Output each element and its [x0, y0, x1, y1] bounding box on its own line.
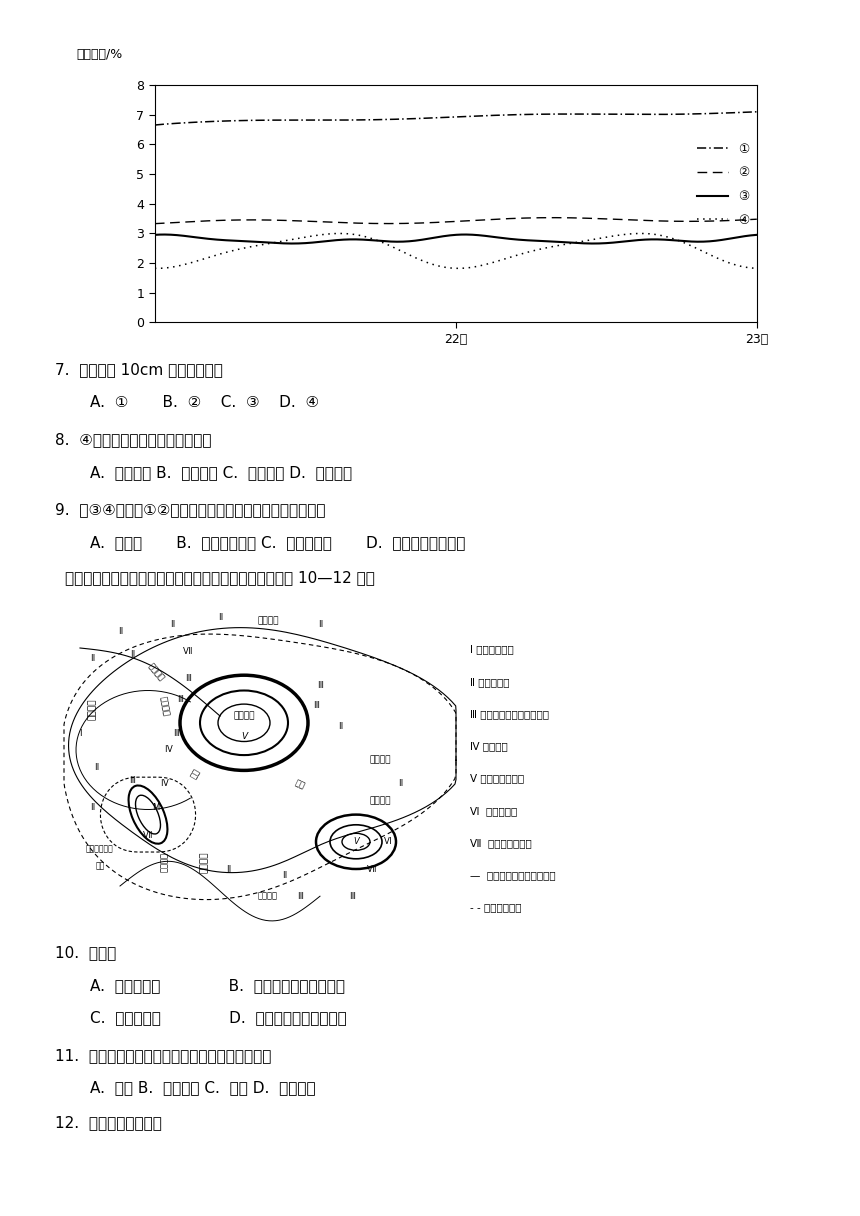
Text: 8.  ④代表的土壤湿度最大值出现在: 8. ④代表的土壤湿度最大值出现在: [55, 432, 212, 447]
Text: Ⅴ 常绿针阔混交林: Ⅴ 常绿针阔混交林: [470, 773, 524, 783]
Text: 7.  图中表示 10cm 深处土壤的是: 7. 图中表示 10cm 深处土壤的是: [55, 362, 223, 377]
Text: 山块: 山块: [95, 861, 105, 871]
Text: Ⅱ 常绿阔叶林: Ⅱ 常绿阔叶林: [470, 677, 509, 687]
Text: 9.  与③④相比，①②处土壤湿度大且日变化小的主要原因是: 9. 与③④相比，①②处土壤湿度大且日变化小的主要原因是: [55, 502, 325, 517]
Text: Ⅲ: Ⅲ: [317, 681, 323, 689]
Text: Ⅳ 硬叶灌丛: Ⅳ 硬叶灌丛: [470, 742, 507, 751]
Text: Ⅳ: Ⅳ: [164, 745, 172, 754]
Text: 堡状山块: 堡状山块: [233, 711, 255, 721]
Text: Ⅳ: Ⅳ: [160, 779, 168, 788]
Text: Ⅱ: Ⅱ: [90, 654, 94, 663]
Text: Ⅱ: Ⅱ: [282, 872, 286, 880]
Text: 缓坡龍脚: 缓坡龍脚: [158, 696, 170, 716]
Text: 缓坡龍脚垅状: 缓坡龍脚垅状: [86, 844, 114, 854]
Text: 缓坡沟谷: 缓坡沟谷: [88, 698, 96, 720]
Text: Ⅲ 常绿阔叶林与针叶混交林: Ⅲ 常绿阔叶林与针叶混交林: [470, 709, 549, 719]
Text: 10.  该区域: 10. 该区域: [55, 945, 116, 959]
Text: 缓坡沟谷: 缓坡沟谷: [200, 851, 208, 873]
Text: 平缓山脊: 平缓山脊: [146, 662, 166, 682]
Text: Ⅶ: Ⅶ: [367, 865, 377, 873]
Text: Ⅱ: Ⅱ: [318, 620, 322, 629]
Text: V: V: [241, 732, 247, 741]
Text: 下图示意我国东南部某区域地形和植被分布。读图，完成 10—12 题。: 下图示意我国东南部某区域地形和植被分布。读图，完成 10—12 题。: [65, 570, 375, 585]
Text: 土壤湿度/%: 土壤湿度/%: [77, 49, 123, 62]
Text: - - 陡坡外围边线: - - 陡坡外围边线: [470, 902, 521, 912]
Text: Ⅶ: Ⅶ: [144, 831, 153, 839]
Text: A.  埋藏深       B.  土壤保水性好 C.  有河流流经       D.  受东侧绿洲影响大: A. 埋藏深 B. 土壤保水性好 C. 有河流流经 D. 受东侧绿洲影响大: [90, 535, 465, 550]
Text: Ⅱ: Ⅱ: [226, 865, 230, 873]
Text: A.  以高原为主              B.  海拔高且相对高度较大: A. 以高原为主 B. 海拔高且相对高度较大: [90, 978, 345, 993]
Text: Ⅱ: Ⅱ: [94, 762, 98, 771]
Text: Ⅱ: Ⅱ: [130, 651, 134, 659]
Legend: ①, ②, ③, ④: ①, ②, ③, ④: [691, 137, 754, 231]
Text: Ⅵ: Ⅵ: [384, 838, 392, 846]
Text: Ⅲ: Ⅲ: [185, 674, 191, 683]
Text: C.  山顶较平坦              D.  坡度从山麓到山顶渐增: C. 山顶较平坦 D. 坡度从山麓到山顶渐增: [90, 1010, 347, 1025]
Text: A.  ①       B.  ②    C.  ③    D.  ④: A. ① B. ② C. ③ D. ④: [90, 395, 319, 410]
Text: Ⅲ: Ⅲ: [297, 891, 303, 901]
Text: Ⅲ: Ⅲ: [349, 891, 355, 901]
Text: 11.  该区域山脊发育硬叶灌丛，其主要影响因素是: 11. 该区域山脊发育硬叶灌丛，其主要影响因素是: [55, 1048, 272, 1063]
Text: Ⅲ: Ⅲ: [313, 702, 319, 710]
Text: Ⅲ: Ⅲ: [177, 694, 183, 704]
Text: 缓坡龍脚: 缓坡龍脚: [159, 852, 169, 872]
Text: Ⅱ: Ⅱ: [398, 779, 402, 788]
Text: 小型山块: 小型山块: [369, 796, 390, 805]
Text: Ⅱ: Ⅱ: [338, 722, 342, 731]
Text: M: M: [152, 804, 160, 812]
Text: 缓坡龍脚: 缓坡龍脚: [258, 891, 278, 901]
Text: 山脊: 山脊: [189, 767, 202, 781]
Text: Ⅰ 亚热带季雨林: Ⅰ 亚热带季雨林: [470, 644, 513, 654]
Text: A.  日出前后 B.  午夜时分 C.  正午前后 D.  日落前后: A. 日出前后 B. 午夜时分 C. 正午前后 D. 日落前后: [90, 465, 352, 480]
Text: Ⅲ: Ⅲ: [129, 776, 135, 786]
Text: 缓坡龍脚: 缓坡龍脚: [369, 755, 390, 765]
Text: Ⅵ  硬叶灌木林: Ⅵ 硬叶灌木林: [470, 806, 517, 816]
Text: Ⅱ: Ⅱ: [170, 620, 174, 629]
Text: 缓坡龍顶: 缓坡龍顶: [257, 617, 279, 625]
Text: V: V: [353, 838, 359, 846]
Text: Ⅶ: Ⅶ: [183, 647, 193, 655]
Text: 山脊: 山脊: [293, 778, 306, 790]
Text: Ⅱ: Ⅱ: [90, 804, 94, 812]
Text: Ⅲ: Ⅲ: [173, 728, 179, 737]
Text: Ⅶ  灌丛或地被植物: Ⅶ 灌丛或地被植物: [470, 838, 531, 848]
Text: Ⅱ: Ⅱ: [118, 626, 122, 636]
Text: Ⅰ: Ⅰ: [79, 728, 81, 737]
Text: A.  降水 B.  太阳辐射 C.  土壤 D.  人类干扰: A. 降水 B. 太阳辐射 C. 土壤 D. 人类干扰: [90, 1080, 316, 1094]
Text: 12.  该区域的缓坡沟谷: 12. 该区域的缓坡沟谷: [55, 1115, 162, 1130]
Text: —  陡坡线与极早生地被植物: — 陡坡线与极早生地被植物: [470, 871, 556, 880]
Text: Ⅱ: Ⅱ: [218, 613, 222, 621]
